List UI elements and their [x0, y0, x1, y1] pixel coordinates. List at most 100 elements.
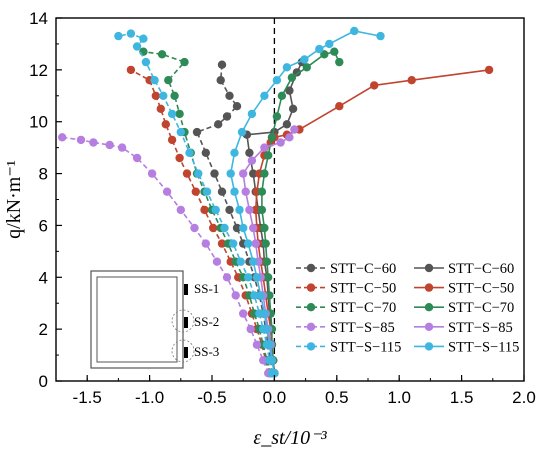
data-point [167, 109, 177, 119]
legend-swatch-marker [424, 263, 434, 273]
data-point [147, 169, 157, 178]
x-tick-label: -0.5 [197, 388, 226, 407]
data-point [247, 156, 257, 165]
data-point [192, 127, 202, 137]
data-point [210, 169, 219, 178]
data-point [239, 309, 248, 318]
strain-gauge-2 [184, 317, 188, 328]
data-point [117, 143, 127, 152]
data-point [232, 223, 242, 233]
data-point [260, 143, 269, 152]
inset-circle-ss2 [171, 309, 195, 333]
data-point [212, 257, 222, 266]
data-point [180, 57, 189, 67]
data-point [257, 187, 267, 196]
data-point [105, 140, 114, 150]
inset-section-outer [90, 270, 184, 369]
series-7 [58, 133, 273, 378]
legend-swatch-marker [306, 263, 316, 273]
inset-label-3: SS-3 [194, 344, 219, 359]
legend-label: STT−S−85 [330, 320, 395, 336]
data-point [260, 169, 269, 178]
series-9 [114, 29, 277, 378]
y-tick-label: 4 [39, 268, 48, 287]
data-point [270, 369, 279, 378]
data-point [126, 29, 136, 38]
data-point [226, 169, 235, 178]
data-point [272, 112, 282, 121]
data-point [256, 291, 265, 300]
data-point [247, 109, 257, 119]
data-point [251, 205, 260, 215]
data-point [76, 135, 86, 145]
legend-entry-7: STT−S−85 [296, 320, 395, 336]
strain-gauge-1 [184, 284, 188, 295]
data-point [260, 91, 269, 101]
data-point [150, 76, 159, 85]
data-point [236, 257, 245, 266]
series-10 [226, 26, 385, 378]
data-point [194, 169, 203, 178]
legend-swatch-marker [424, 342, 434, 351]
data-point [230, 148, 239, 157]
data-point [285, 133, 294, 142]
axes: -1.5 -1.0 -0.5 0.0 0.5 1.0 1.5 2.0 0 2 4 6 8 10 12 14 ε_… [3, 9, 536, 449]
y-axis-title: q/kN·m⁻¹ [3, 160, 25, 239]
data-point [267, 356, 277, 365]
data-point [176, 127, 185, 137]
legend: STT−C−60 STT−C−60 STT−C−50 STT−C−50 STT−C−70… [296, 261, 519, 355]
data-point [320, 50, 329, 59]
data-point [230, 187, 239, 196]
data-point [209, 223, 218, 233]
data-point [216, 76, 225, 85]
series-line [254, 69, 490, 374]
data-point [325, 39, 334, 49]
data-point [246, 324, 255, 334]
y-tick-label: 12 [29, 61, 48, 80]
data-point [292, 68, 302, 77]
y-tick-label: 14 [29, 9, 48, 28]
data-point [407, 76, 416, 85]
legend-entry-9: STT−S−115 [296, 339, 401, 355]
data-point [151, 91, 160, 101]
data-point [200, 205, 209, 215]
legend-entry-3: STT−C−50 [296, 281, 396, 297]
series-line [261, 50, 341, 374]
data-point [217, 187, 227, 196]
data-point [237, 127, 247, 137]
data-point [114, 31, 123, 41]
data-point [245, 148, 254, 157]
data-point [217, 60, 227, 69]
data-point [164, 76, 173, 85]
legend-label: STT−S−115 [330, 339, 401, 355]
data-point [350, 26, 359, 36]
series-line [143, 50, 272, 374]
data-point [239, 223, 248, 233]
data-point [260, 309, 269, 318]
data-point [132, 153, 142, 163]
data-point [261, 239, 270, 248]
y-tick-label: 10 [29, 113, 48, 132]
legend-label: STT−C−70 [330, 300, 396, 316]
x-tick-label: 0.5 [325, 388, 349, 407]
data-point [335, 57, 344, 67]
data-point [217, 239, 227, 248]
data-point [249, 257, 258, 266]
y-tick-label: 2 [39, 320, 48, 339]
data-point [276, 138, 285, 147]
data-point [260, 223, 269, 233]
data-point [191, 187, 200, 196]
data-point [265, 291, 274, 300]
data-point [265, 340, 274, 349]
legend-entry-2: STT−C−60 [414, 261, 514, 277]
inset-circle-ss3 [171, 339, 195, 363]
data-point [300, 55, 309, 64]
legend-entry-8: STT−S−85 [414, 320, 513, 336]
data-point [245, 205, 254, 215]
data-point [252, 273, 262, 282]
legend-swatch-marker [424, 283, 434, 292]
legend-entry-4: STT−C−50 [414, 281, 514, 297]
data-point [249, 223, 258, 233]
data-point [267, 133, 277, 142]
data-point [159, 91, 168, 101]
